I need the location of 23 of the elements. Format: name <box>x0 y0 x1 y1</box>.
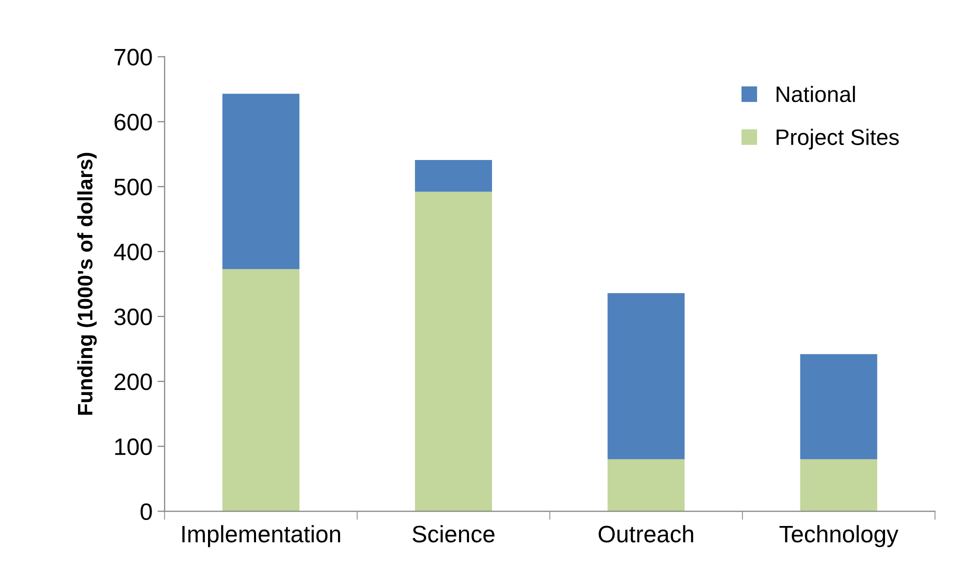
bar <box>222 269 300 512</box>
y-tick-label: 200 <box>114 373 152 390</box>
x-tick-label: Science <box>412 525 494 542</box>
x-tick-label: Implementation <box>182 525 340 548</box>
y-tick-label: 300 <box>114 308 152 326</box>
x-tick-label: Technology <box>780 525 898 548</box>
legend-label: Project Sites <box>776 128 899 150</box>
x-tick-label: Outreach <box>598 525 694 542</box>
bar <box>222 94 300 270</box>
bar <box>608 459 685 512</box>
y-tick-label: 600 <box>114 114 152 130</box>
y-tick-label: 700 <box>114 48 152 66</box>
bar <box>800 459 878 512</box>
bar <box>608 293 685 460</box>
bar <box>414 192 492 512</box>
legend-label: National <box>776 86 855 102</box>
y-tick-label: 400 <box>114 244 152 260</box>
y-axis-title: Funding (1000's of dollars) <box>77 152 97 415</box>
y-tick-label: 100 <box>115 438 152 456</box>
bar <box>414 160 492 192</box>
y-tick-label: 0 <box>140 503 152 520</box>
bar <box>800 354 878 460</box>
y-tick-label: 500 <box>114 178 152 196</box>
